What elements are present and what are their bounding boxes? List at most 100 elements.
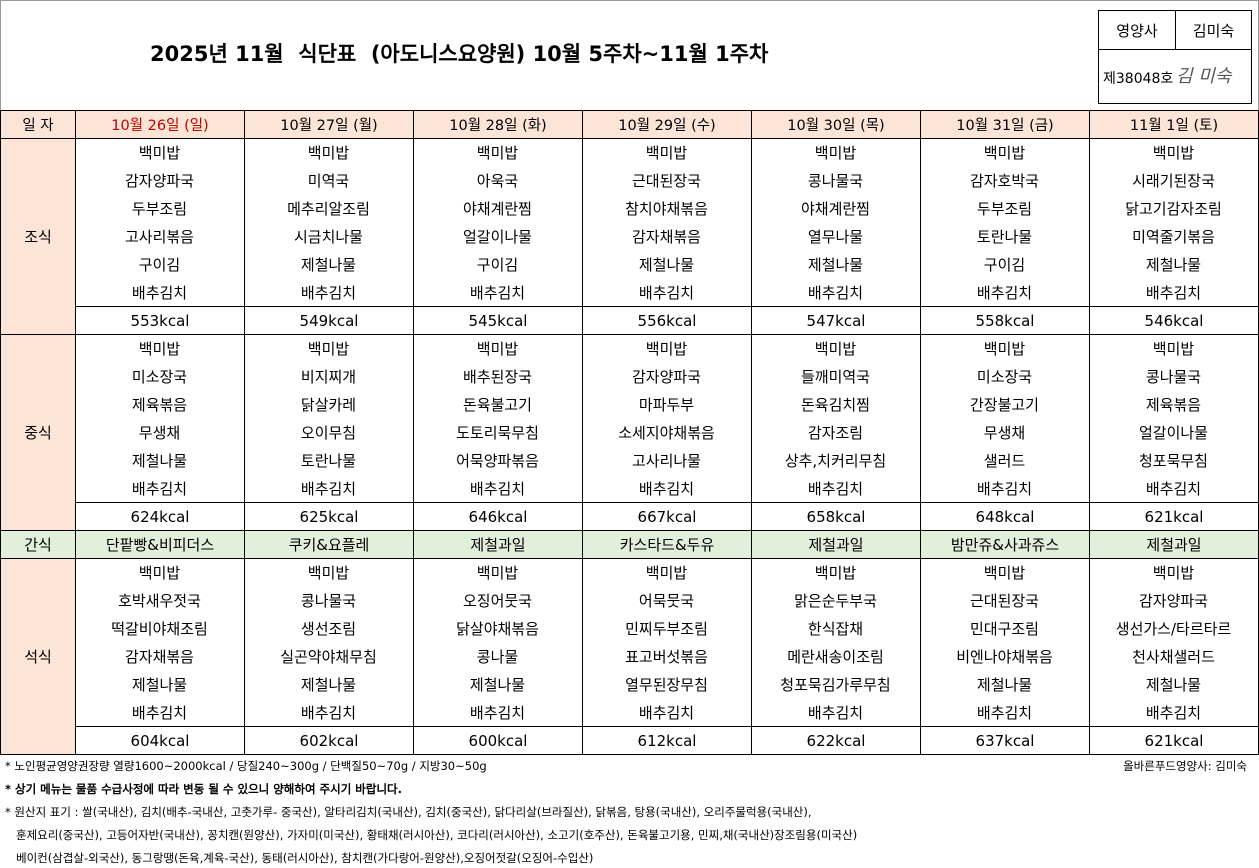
menu-item: 한식잡채 (807, 619, 864, 638)
menu-item: 토란나물 (300, 451, 357, 470)
header-cell: 10월 31일 (금) (920, 110, 1090, 139)
menu-item: 비지찌개 (300, 367, 357, 386)
menu-item: 닭살야채볶음 (456, 619, 539, 638)
menu-item: 시금치나물 (293, 227, 363, 246)
kcal: 602kcal (244, 726, 414, 755)
menu-item: 두부조림 (131, 199, 188, 218)
menu-item: 근대된장국 (631, 171, 701, 190)
snack-item: 밤만쥬&사과쥬스 (920, 530, 1090, 559)
menu-item: 고사리볶음 (124, 227, 194, 246)
menu-item: 배추김치 (807, 479, 864, 498)
snack-item: 카스타드&두유 (582, 530, 752, 559)
menu-item: 호박새우젓국 (118, 591, 201, 610)
menu-item: 생선가스/타르타르 (1115, 619, 1232, 638)
snack-item: 제철과일 (751, 530, 921, 559)
meal-label: 조식 (0, 138, 76, 335)
menu-item: 배추김치 (469, 479, 526, 498)
title: 2025년 11월 식단표 (아도니스요양원) 10월 5주차~11월 1주차 (150, 42, 769, 66)
header-cell: 11월 1일 (토) (1089, 110, 1259, 139)
menu-item: 미역국 (307, 171, 350, 190)
menu-item: 배추김치 (469, 703, 526, 722)
meal-label: 석식 (0, 558, 76, 755)
menu-item: 고사리나물 (631, 451, 701, 470)
menu-item: 생선조림 (300, 619, 357, 638)
menu-item: 샐러드 (983, 451, 1026, 470)
menu-item: 제철나물 (300, 675, 357, 694)
signature: 김 미숙 (1176, 66, 1232, 87)
kcal: 622kcal (751, 726, 921, 755)
menu-item: 배추김치 (300, 479, 357, 498)
menu-item: 제육볶음 (1145, 395, 1202, 414)
menu-item: 배추김치 (638, 283, 695, 302)
menu-item: 배추김치 (131, 479, 188, 498)
menu-item: 감자양파국 (1138, 591, 1208, 610)
menu-item: 백미밥 (814, 339, 857, 358)
menu-item: 배추김치 (807, 703, 864, 722)
menu-item: 들깨미역국 (800, 367, 870, 386)
menu-item: 떡갈비야채조림 (111, 619, 208, 638)
menu-item: 간장불고기 (969, 395, 1039, 414)
menu-item: 메추리알조림 (287, 199, 370, 218)
kcal: 612kcal (582, 726, 752, 755)
menu-item: 미역줄기볶음 (1132, 227, 1215, 246)
menu-item: 감자양파국 (124, 171, 194, 190)
menu-item: 제철나물 (1145, 255, 1202, 274)
origin-note: 훈제요리(중국산), 고등어자반(국내산), 꽁치캔(원양산), 가자미(미국산… (16, 828, 858, 842)
menu-item: 토란나물 (976, 227, 1033, 246)
menu-item: 미소장국 (976, 367, 1033, 386)
menu-item: 천사채샐러드 (1132, 647, 1215, 666)
kcal: 621kcal (1089, 726, 1259, 755)
menu-item: 감자호박국 (969, 171, 1039, 190)
menu-item: 민대구조림 (969, 619, 1039, 638)
menu-item: 제철나물 (807, 255, 864, 274)
license: 제38048호 (1103, 71, 1174, 87)
menu-item: 백미밥 (983, 143, 1026, 162)
menu-item: 배추김치 (638, 703, 695, 722)
approval-role: 영양사 (1098, 10, 1176, 50)
snack-item: 쿠키&요플레 (244, 530, 414, 559)
menu-item: 오이무침 (300, 423, 357, 442)
menu-item: 콩나물국 (807, 171, 864, 190)
menu-item: 감자채볶음 (631, 227, 701, 246)
menu-item: 콩나물국 (300, 591, 357, 610)
menu-item: 제철나물 (131, 675, 188, 694)
menu-item: 메란새송이조림 (787, 647, 884, 666)
menu-item: 제철나물 (976, 675, 1033, 694)
kcal: 549kcal (244, 306, 414, 335)
menu-item: 백미밥 (645, 563, 688, 582)
menu-item: 시래기된장국 (1132, 171, 1215, 190)
approval-box (1098, 49, 1252, 104)
snack-item: 제철과일 (413, 530, 583, 559)
kcal: 546kcal (1089, 306, 1259, 335)
menu-item: 배추김치 (976, 283, 1033, 302)
menu-item: 열무나물 (807, 227, 864, 246)
header-cell: 10월 26일 (일) (75, 110, 245, 139)
kcal: 658kcal (751, 502, 921, 531)
menu-item: 비엔나야채볶음 (956, 647, 1053, 666)
menu-item: 돈육불고기 (462, 395, 532, 414)
kcal: 545kcal (413, 306, 583, 335)
menu-item: 청포묵김가루무침 (780, 675, 891, 694)
menu-item: 백미밥 (138, 563, 181, 582)
menu-item: 얼갈이나물 (462, 227, 532, 246)
menu-item: 백미밥 (983, 339, 1026, 358)
menu-item: 구이김 (138, 255, 181, 274)
menu-item: 열무된장무침 (625, 675, 708, 694)
menu-item: 닭고기감자조림 (1125, 199, 1222, 218)
menu-item: 제육볶음 (131, 395, 188, 414)
menu-item: 배추김치 (1145, 479, 1202, 498)
menu-item: 감자조림 (807, 423, 864, 442)
kcal: 667kcal (582, 502, 752, 531)
menu-item: 소세지야채볶음 (618, 423, 715, 442)
menu-item: 백미밥 (307, 339, 350, 358)
menu-item: 무생채 (138, 423, 181, 442)
kcal: 648kcal (920, 502, 1090, 531)
menu-item: 백미밥 (1152, 143, 1195, 162)
menu-item: 배추김치 (469, 283, 526, 302)
menu-item: 야채계란찜 (462, 199, 532, 218)
menu-item: 백미밥 (645, 339, 688, 358)
header-cell: 일 자 (0, 110, 76, 139)
menu-item: 백미밥 (476, 563, 519, 582)
menu-item: 백미밥 (476, 339, 519, 358)
